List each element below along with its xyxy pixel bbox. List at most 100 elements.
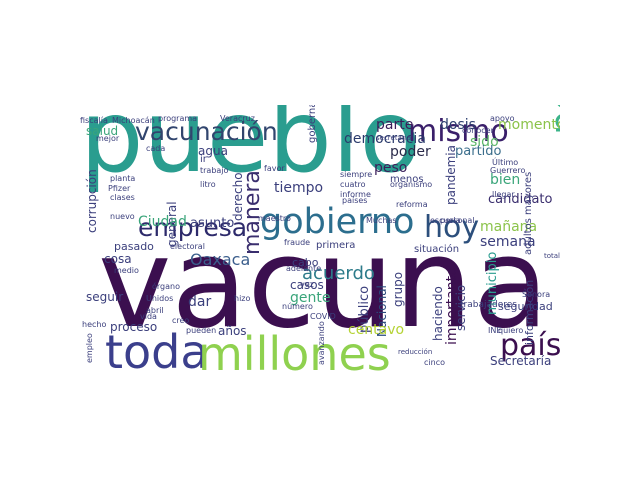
cloud-word: vida (140, 312, 157, 321)
cloud-word: reducción (398, 348, 433, 356)
cloud-word: parte (376, 117, 414, 133)
cloud-word: Unidos (146, 294, 174, 303)
cloud-word: maestro (258, 214, 291, 223)
cloud-word: fraude (284, 238, 311, 247)
cloud-word: órgano (152, 282, 180, 291)
cloud-word: dar (188, 294, 212, 310)
cloud-word: abril (146, 306, 164, 315)
cloud-word: candidato (488, 192, 553, 207)
cloud-word: haciendo (431, 286, 445, 341)
cloud-word: Ciudad (138, 214, 187, 230)
cloud-word: hecho (82, 320, 107, 329)
cloud-word: ir (200, 154, 207, 165)
cloud-word: tiempo (274, 180, 324, 196)
cloud-word: centavo (348, 322, 405, 338)
cloud-word: sido (470, 134, 499, 150)
cloud-word: menos (390, 174, 424, 185)
cloud-word: manera (240, 170, 265, 255)
word-cloud: pueblo vacuna toda millones gobierno emp… (80, 105, 560, 375)
cloud-word: salud (86, 124, 119, 138)
cloud-word: agua (198, 144, 228, 158)
cloud-word: reforma (396, 200, 428, 209)
cloud-word: nuevo (110, 212, 135, 221)
cloud-word: Oaxaca (190, 250, 251, 269)
cloud-word: corrupción (85, 169, 99, 233)
cloud-word: informe (340, 190, 371, 199)
cloud-word: adultos mayores (523, 171, 534, 255)
cloud-word: seguridad (498, 300, 553, 313)
cloud-word: situación (414, 244, 460, 255)
cloud-word: trabajo (200, 166, 229, 175)
cloud-word: gente (290, 290, 331, 306)
cloud-word: millones (198, 327, 391, 375)
cloud-word: avanzando (317, 321, 326, 365)
cloud-word: cabo (292, 256, 319, 269)
cloud-word: democracia (344, 131, 426, 147)
cloud-word: proceso (110, 320, 158, 334)
cloud-word: vacunación (135, 117, 278, 146)
cloud-word: acuerdo (302, 263, 375, 284)
cloud-word: mejor (96, 134, 120, 143)
cloud-word: clases (110, 193, 135, 202)
cloud-word: medio (114, 266, 139, 275)
cloud-word: bien (490, 172, 521, 188)
cloud-word: derecho (231, 172, 245, 221)
cloud-word: conocer (462, 126, 494, 135)
cloud-word: cinco (424, 358, 445, 367)
cloud-word: gobernador (307, 105, 318, 143)
cloud-word: secretaria (376, 134, 411, 142)
cloud-word: Sonora (522, 290, 551, 299)
cloud-word: quiero (498, 326, 524, 335)
cloud-word: dosis (440, 117, 476, 133)
cloud-word: hizo (234, 294, 251, 303)
cloud-word: momento (498, 117, 560, 133)
cloud-word: mañana (480, 219, 538, 235)
cloud-word: mismo (408, 114, 509, 149)
cloud-word: cosa (104, 252, 132, 266)
cloud-word: años (218, 324, 247, 338)
cloud-word: casos (290, 278, 324, 292)
cloud-word: planta (110, 174, 136, 183)
cloud-word: grupo (391, 271, 405, 307)
cloud-word: vacuna (98, 212, 549, 356)
cloud-word: gobierno (260, 202, 415, 242)
cloud-word: electoral (170, 242, 205, 251)
cloud-word: países (342, 196, 368, 205)
cloud-word: INE (488, 326, 502, 335)
cloud-word: peso (374, 160, 408, 176)
cloud-word: creo (172, 316, 190, 325)
cloud-word: seguir (86, 290, 124, 304)
cloud-word: Muchas (366, 216, 397, 225)
cloud-word: organismo (390, 180, 433, 189)
cloud-word: favor (264, 164, 285, 173)
cloud-word: pueblo (80, 105, 421, 195)
cloud-word: Veracruz (220, 114, 255, 123)
cloud-word: escuela (430, 216, 461, 225)
cloud-word: semana (480, 234, 536, 250)
cloud-word: Michoacán (112, 116, 155, 125)
cloud-word: Secretaría (490, 354, 552, 368)
cloud-word: llegar (492, 190, 515, 199)
cloud-word: número (282, 302, 313, 311)
cloud-word: trabajadores (460, 300, 517, 310)
cloud-word: primera (316, 240, 356, 251)
cloud-word: litro (200, 180, 216, 189)
cloud-word: Guerrero (490, 166, 526, 175)
cloud-word: hoy (424, 210, 480, 245)
cloud-word: apoyo (490, 114, 515, 123)
cloud-word: programa (158, 114, 198, 123)
cloud-word: Último (492, 158, 519, 167)
cloud-word: total (544, 252, 560, 260)
cloud-word: pueden (186, 326, 217, 335)
cloud-word: poder (390, 144, 431, 160)
cloud-word: fiscalía (80, 116, 108, 125)
cloud-word: país (500, 328, 560, 363)
cloud-word: asunto (190, 216, 235, 231)
cloud-word: personal (440, 216, 475, 225)
cloud-word: vez (300, 280, 314, 289)
cloud-word: toda (105, 325, 209, 375)
cloud-word: cuatro (340, 180, 366, 189)
cloud-word: siempre (340, 170, 373, 179)
cloud-word: empleo (85, 333, 94, 363)
cloud-word: Pfizer (108, 184, 131, 193)
